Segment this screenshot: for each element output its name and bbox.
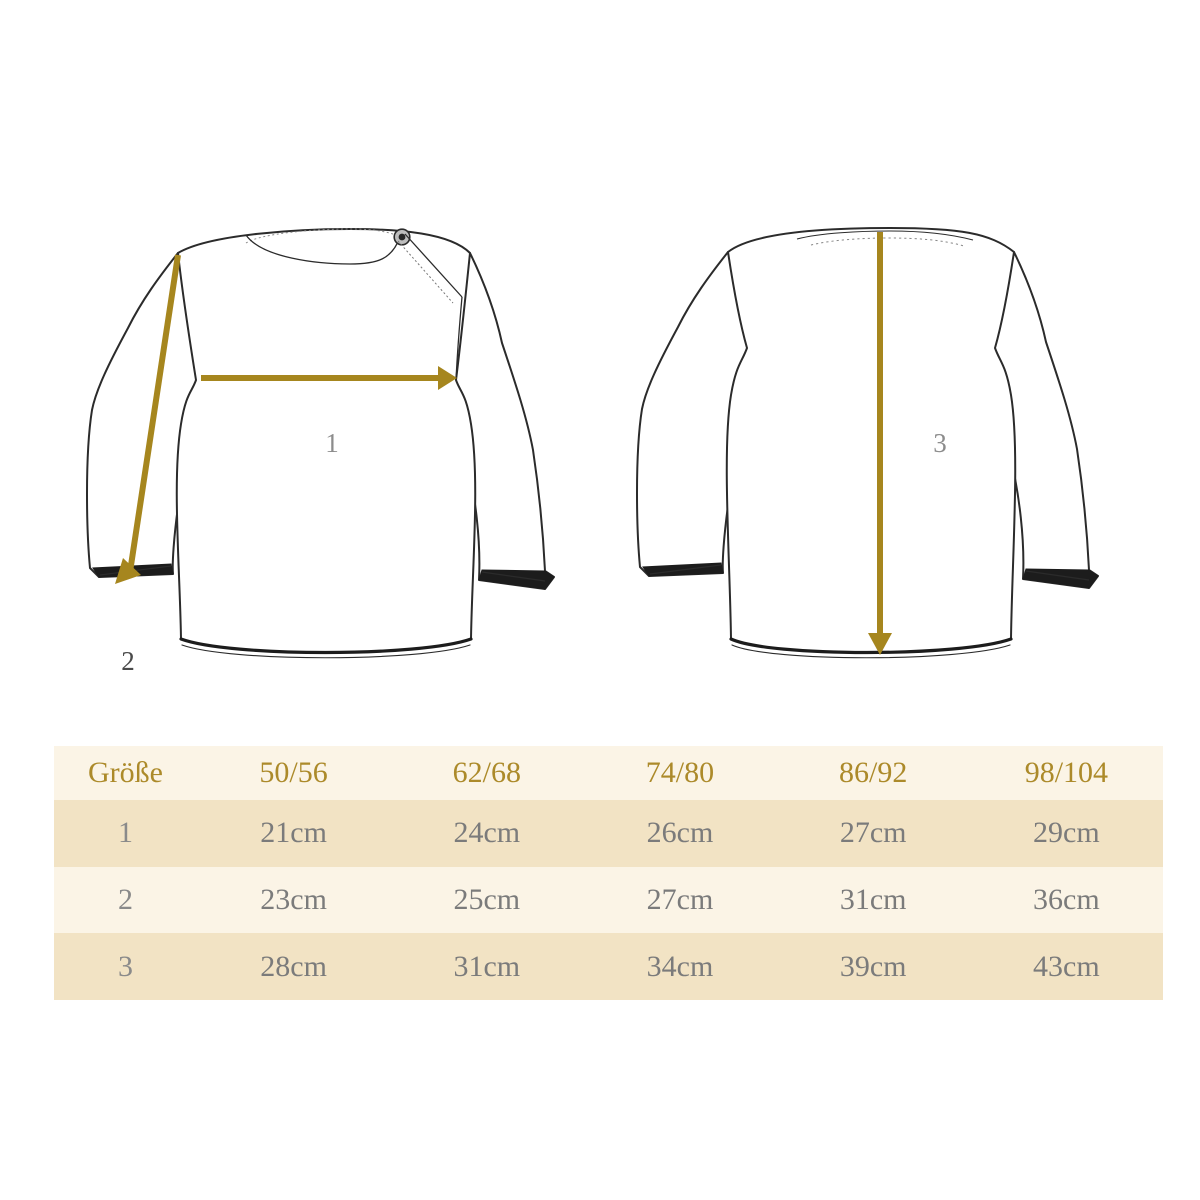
svg-text:2: 2	[121, 646, 135, 676]
svg-text:1: 1	[325, 428, 339, 458]
svg-text:3: 3	[933, 428, 947, 458]
